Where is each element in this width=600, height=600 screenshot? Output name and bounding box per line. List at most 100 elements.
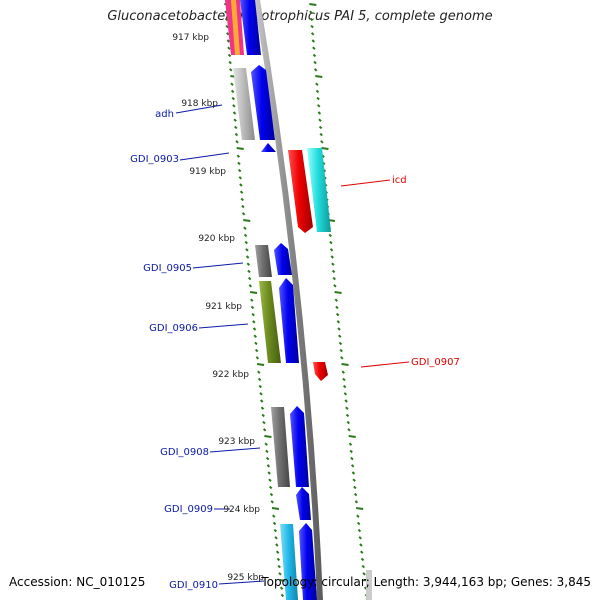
- gene-label-gdi-0910[interactable]: GDI_0910: [169, 580, 218, 591]
- minor-tick: [233, 118, 237, 122]
- gene-label-gdi-0906[interactable]: GDI_0906: [149, 323, 198, 334]
- gene-label-gdi-0903[interactable]: GDI_0903: [130, 154, 179, 165]
- minor-tick: [252, 327, 257, 331]
- gdi-0905-gray-feature: [255, 245, 272, 277]
- gdi-0903-feature: [261, 143, 276, 152]
- minor-tick: [335, 312, 340, 317]
- minor-tick: [273, 528, 278, 533]
- major-tick: [334, 291, 342, 294]
- minor-tick: [334, 298, 338, 302]
- minor-tick: [345, 413, 350, 418]
- major-tick: [309, 3, 317, 6]
- kbp-label: 921 kbp: [205, 302, 242, 312]
- minor-tick: [237, 161, 241, 166]
- minor-tick: [360, 557, 365, 562]
- gdi-0912-feature: [366, 570, 372, 600]
- minor-tick: [279, 586, 284, 590]
- minor-tick: [257, 370, 261, 374]
- minor-tick: [311, 39, 315, 43]
- minor-tick: [309, 17, 314, 22]
- major-tick: [348, 435, 356, 438]
- minor-tick: [351, 471, 356, 475]
- minor-tick: [254, 341, 258, 346]
- minor-tick: [268, 478, 272, 482]
- gene-label-gdi-0909[interactable]: GDI_0909: [164, 504, 213, 515]
- minor-tick: [268, 485, 273, 490]
- minor-tick: [350, 456, 354, 461]
- minor-tick: [343, 392, 348, 396]
- minor-tick: [247, 276, 252, 281]
- minor-tick: [236, 154, 241, 158]
- minor-tick: [349, 449, 353, 454]
- major-tick: [243, 219, 251, 222]
- minor-tick: [316, 96, 320, 101]
- minor-tick: [243, 233, 248, 238]
- gene-label-gdi-0905[interactable]: GDI_0905: [143, 263, 192, 274]
- minor-tick: [241, 212, 246, 216]
- minor-tick: [342, 384, 347, 389]
- minor-tick: [239, 183, 243, 187]
- minor-tick: [352, 478, 356, 482]
- minor-tick: [353, 485, 357, 490]
- minor-tick: [317, 111, 322, 115]
- minor-tick: [231, 96, 235, 101]
- map-title: Gluconacetobacter diazotrophicus PAI 5, …: [107, 9, 493, 24]
- minor-tick: [252, 320, 256, 324]
- gdi-0906-olive-feature: [259, 281, 281, 363]
- kbp-label: 923 kbp: [218, 437, 255, 447]
- minor-tick: [338, 334, 342, 338]
- minor-tick: [267, 471, 271, 475]
- gene-label-adh[interactable]: adh: [155, 109, 174, 120]
- minor-tick: [354, 500, 359, 504]
- minor-tick: [339, 348, 343, 353]
- minor-tick: [277, 564, 281, 569]
- gene-label-gdi-0908[interactable]: GDI_0908: [160, 447, 209, 458]
- adh-feature: [233, 68, 255, 140]
- minor-tick: [312, 46, 316, 50]
- minor-tick: [239, 190, 244, 194]
- minor-tick: [269, 492, 274, 497]
- minor-tick: [280, 593, 285, 598]
- minor-tick: [246, 262, 251, 266]
- minor-tick: [336, 320, 341, 324]
- gdi-0908-feature: [290, 406, 309, 487]
- minor-tick: [356, 521, 361, 526]
- minor-tick: [350, 464, 355, 468]
- gene-label-gdi-0907[interactable]: GDI_0907: [411, 357, 460, 368]
- kbp-label: 919 kbp: [189, 167, 226, 177]
- minor-tick: [272, 521, 277, 526]
- minor-tick: [224, 17, 229, 22]
- minor-tick: [245, 248, 249, 252]
- minor-tick: [333, 284, 337, 288]
- minor-tick: [240, 197, 244, 202]
- minor-tick: [338, 341, 343, 346]
- genome-backbone: [254, 0, 323, 600]
- accession-text: Accession: NC_010125: [9, 575, 146, 589]
- minor-tick: [247, 269, 251, 274]
- minor-tick: [357, 528, 362, 533]
- minor-tick: [245, 255, 250, 259]
- minor-tick: [331, 269, 336, 274]
- minor-tick: [265, 449, 269, 454]
- minor-tick: [330, 255, 334, 259]
- icd-feature: [288, 150, 313, 233]
- minor-tick: [270, 500, 274, 504]
- gene-label-icd[interactable]: icd: [392, 175, 407, 186]
- minor-tick: [320, 140, 324, 144]
- gdi-0902-feature: [251, 65, 275, 140]
- minor-tick: [257, 377, 262, 382]
- minor-tick: [226, 39, 231, 43]
- kbp-label: 918 kbp: [181, 99, 218, 109]
- major-tick: [356, 507, 364, 510]
- minor-tick: [353, 492, 358, 497]
- minor-tick: [237, 168, 242, 173]
- kbp-label: 924 kbp: [223, 505, 260, 515]
- minor-tick: [356, 514, 360, 518]
- minor-tick: [255, 356, 260, 360]
- minor-tick: [262, 428, 267, 432]
- minor-tick: [250, 298, 254, 302]
- minor-tick: [362, 572, 366, 576]
- minor-tick: [344, 399, 348, 403]
- major-tick: [321, 147, 329, 150]
- major-tick: [264, 435, 272, 438]
